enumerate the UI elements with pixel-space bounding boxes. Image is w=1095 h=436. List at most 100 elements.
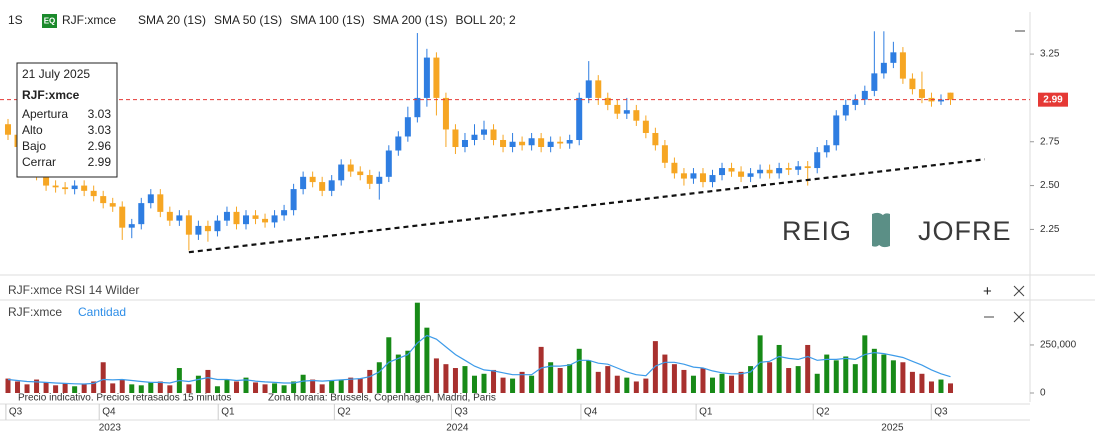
indicator-list: SMA 20 (1S) SMA 50 (1S) SMA 100 (1S) SMA 20… <box>138 13 516 27</box>
tooltip-label: Cerrar <box>22 155 56 169</box>
x-tick-label: Q2 <box>816 407 830 418</box>
volume-bar <box>452 368 458 393</box>
volume-bar <box>62 383 68 393</box>
candle-body <box>62 187 69 190</box>
y-tick-label: 0 <box>1040 388 1046 399</box>
volume-bar <box>529 375 535 393</box>
indicator[interactable]: SMA 100 (1S) <box>290 13 365 27</box>
volume-bar <box>253 382 259 393</box>
volume-bar <box>748 366 754 393</box>
volume-bar <box>53 385 59 393</box>
volume-bar <box>24 384 30 393</box>
candle-body <box>52 185 59 188</box>
candle-body <box>661 145 668 163</box>
tooltip-label: Bajo <box>22 139 46 153</box>
y-tick-label: 250,000 <box>1040 340 1077 351</box>
x-tick-label: Q3 <box>934 407 948 418</box>
candle-body <box>271 215 278 223</box>
candle-body <box>442 97 449 130</box>
candle-body <box>4 124 11 135</box>
add-icon[interactable]: + <box>983 283 992 300</box>
footer-note: Precio indicativo. Precios retrasados 15… <box>18 393 231 404</box>
candle-body <box>395 136 402 151</box>
volume-bar <box>805 344 811 393</box>
symbol[interactable]: RJF:xmce <box>62 13 116 27</box>
candle-body <box>899 52 906 79</box>
volume-bar <box>776 344 782 393</box>
volume-bar <box>357 378 363 393</box>
indicator[interactable]: SMA 200 (1S) <box>373 13 448 27</box>
volume-bar <box>928 381 934 393</box>
volume-bar <box>510 378 516 393</box>
trendline <box>188 158 985 254</box>
volume-bar <box>709 377 715 393</box>
volume-bar <box>519 371 525 393</box>
volume-bar <box>129 384 135 393</box>
candle-body <box>766 169 773 174</box>
candle-body <box>157 194 164 212</box>
candle-body <box>481 129 488 135</box>
candle-body <box>214 220 221 232</box>
volume-bar <box>414 302 420 393</box>
x-tick-label: Q2 <box>337 407 351 418</box>
volume-bar <box>833 360 839 393</box>
candle-body <box>433 57 440 98</box>
candle-body <box>119 206 126 228</box>
volume-bar <box>167 385 173 393</box>
indicator[interactable]: SMA 20 (1S) <box>138 13 206 27</box>
candle-body <box>528 138 535 146</box>
volume-bar <box>15 381 21 393</box>
last-price-label: 2.99 <box>1043 94 1063 105</box>
close-icon[interactable] <box>1013 285 1025 297</box>
volume-average <box>7 334 951 385</box>
tooltip-label: Apertura <box>22 107 68 121</box>
candle-body <box>309 176 316 183</box>
candle-body <box>81 185 88 191</box>
interval[interactable]: 1S <box>8 13 23 27</box>
volume-bar <box>595 371 601 393</box>
candle-body <box>947 92 954 100</box>
candle-body <box>385 150 392 177</box>
volume-bar <box>300 374 306 393</box>
volume-bar <box>871 348 877 393</box>
volume-bar <box>814 373 820 393</box>
volume-bar <box>157 381 163 393</box>
y-tick-label: 2.25 <box>1040 224 1060 235</box>
x-tick-label: Q1 <box>699 407 713 418</box>
rsi-title: RJF:xmce RSI 14 Wilder <box>8 283 139 297</box>
volume-bar <box>443 364 449 393</box>
volume-bar <box>138 385 144 393</box>
candle-body <box>795 166 802 170</box>
x-tick-label: Q4 <box>102 407 116 418</box>
volume-bar <box>538 346 544 393</box>
y-tick-label: 3.25 <box>1040 49 1060 60</box>
logo-icon <box>872 212 890 248</box>
candle-body <box>319 182 326 191</box>
y-tick-label: 2.75 <box>1040 136 1060 147</box>
candle-body <box>128 224 135 228</box>
candle-body <box>109 203 116 207</box>
badge: EQ <box>44 17 56 26</box>
volume-bar <box>862 335 868 393</box>
candle-body <box>204 225 211 232</box>
volume-bar <box>348 377 354 393</box>
volume-bar <box>576 348 582 393</box>
candle-body <box>699 173 706 183</box>
volume-bar <box>586 360 592 393</box>
candle-body <box>100 196 107 204</box>
candle-body <box>871 73 878 91</box>
volume-bar <box>462 366 468 393</box>
candle-body <box>823 145 830 153</box>
volume-bar <box>310 379 316 393</box>
volume-bar <box>938 379 944 393</box>
volume-bar <box>852 364 858 393</box>
x-tick-label: Q3 <box>9 407 23 418</box>
volume-bar <box>34 379 40 393</box>
volume-bar <box>919 373 925 393</box>
candle-body <box>728 168 735 172</box>
indicator[interactable]: SMA 50 (1S) <box>214 13 282 27</box>
close-icon[interactable] <box>1013 311 1025 323</box>
y-tick-label: 2.50 <box>1040 180 1060 191</box>
indicator[interactable]: BOLL 20; 2 <box>455 13 516 27</box>
volume-bar <box>548 362 554 393</box>
